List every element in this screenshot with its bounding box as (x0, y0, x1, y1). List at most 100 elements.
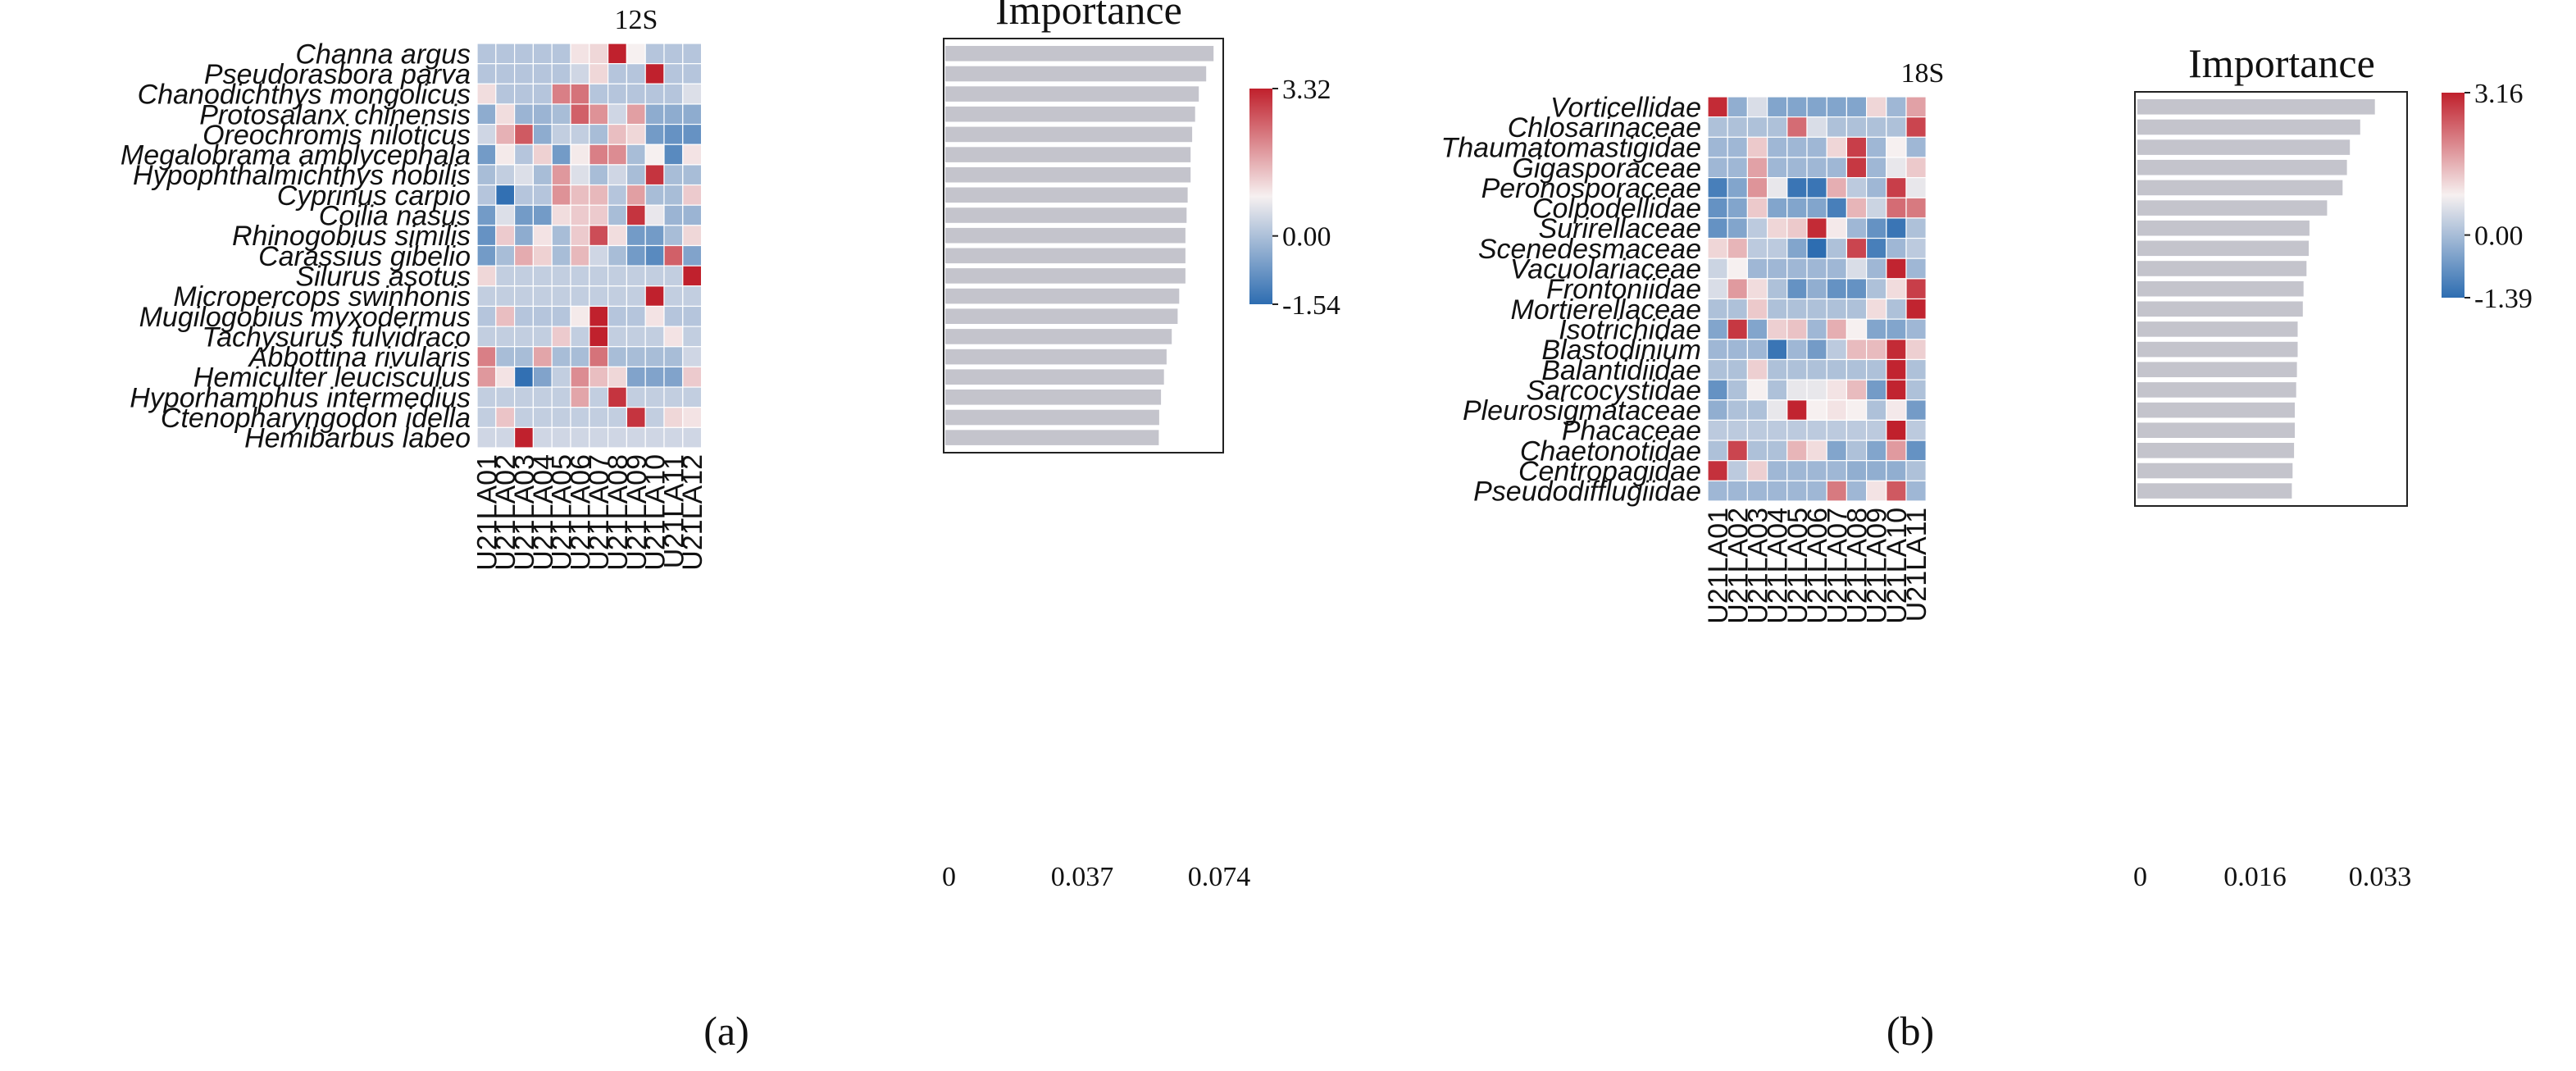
heatmap-cell (513, 144, 534, 166)
heatmap-cell (1826, 460, 1847, 481)
heatmap-cell (1866, 339, 1887, 361)
heatmap-cell (1746, 419, 1768, 441)
heatmap-cell (663, 326, 684, 348)
heatmap-cell (607, 63, 627, 84)
sample-label: U21LA07 (1822, 508, 1853, 624)
heatmap-cell (644, 164, 665, 186)
heatmap-cell (644, 305, 665, 327)
importance-bar (2137, 180, 2343, 196)
sample-label: U21LA05 (547, 454, 578, 571)
heatmap-cell (644, 285, 665, 308)
heatmap-cell (551, 285, 571, 308)
heatmap-cell (663, 184, 684, 206)
heatmap-cell (476, 204, 497, 226)
heatmap-cell (589, 184, 609, 206)
heatmap-cell (1786, 217, 1808, 239)
importance-bar (2137, 443, 2295, 458)
heatmap-cell (1786, 298, 1808, 320)
heatmap-cell (682, 43, 703, 65)
heatmap-cell (476, 305, 497, 327)
heatmap-cell (1746, 460, 1768, 481)
importance-bar (2137, 382, 2296, 398)
heatmap-cell (1767, 257, 1788, 280)
importance-bar (2137, 119, 2360, 135)
heatmap-cell (1707, 197, 1728, 219)
sample-label: U21LA02 (1723, 508, 1754, 624)
importance-bar (2137, 280, 2304, 297)
heatmap-cell (1826, 480, 1847, 502)
species-label: Pseudorasbora parva (204, 59, 471, 90)
sample-label: U21LA01 (1703, 508, 1734, 624)
heatmap-cell (1786, 419, 1808, 441)
heatmap-cell (607, 83, 627, 105)
heatmap-cell (589, 407, 609, 428)
heatmap-cell (1826, 379, 1847, 401)
heatmap-cell (495, 265, 516, 287)
species-label: Rhinogobius similis (232, 221, 471, 252)
heatmap-cell (1727, 399, 1748, 421)
heatmap-cell (607, 244, 627, 267)
heatmap-cell (1806, 177, 1827, 198)
heatmap-cell (495, 366, 516, 388)
heatmap-cell (1746, 116, 1768, 138)
sample-label: U21LA08 (1842, 508, 1873, 624)
importance-tick-label: 0.037 (1051, 862, 1114, 892)
heatmap-cell (644, 265, 665, 287)
heatmap-cell (476, 285, 497, 308)
heatmap-cell (1746, 298, 1768, 320)
heatmap-cell (1866, 217, 1887, 239)
species-label: Sarcocystidae (1526, 375, 1701, 406)
heatmap-cell (1905, 379, 1927, 401)
heatmap-cell (1806, 480, 1827, 502)
heatmap-cell (532, 285, 553, 308)
heatmap-cell (495, 144, 516, 166)
importance-bar (945, 268, 1186, 284)
heatmap-cell (607, 164, 627, 186)
heatmap-cell (682, 265, 703, 287)
heatmap-cell (1806, 157, 1827, 179)
heatmap-cell (1866, 318, 1887, 340)
heatmap-cell (589, 426, 609, 449)
heatmap-cell (1886, 136, 1907, 158)
heatmap-cell (589, 204, 609, 226)
heatmap-cell (607, 407, 627, 428)
heatmap-cell (607, 103, 627, 125)
heatmap-cell (476, 225, 497, 247)
importance-bar (2137, 159, 2347, 175)
heatmap-cell (644, 204, 665, 226)
heatmap-cell (626, 244, 646, 267)
heatmap-cell (551, 305, 571, 327)
species-label: Isotrichidae (1559, 315, 1701, 346)
importance-bar (2137, 139, 2351, 155)
heatmap-cell (1746, 237, 1768, 259)
heatmap-cell (476, 426, 497, 449)
heatmap-cell (1846, 217, 1868, 239)
heatmap-cell (570, 285, 590, 308)
heatmap-cell (1806, 136, 1827, 158)
species-label: Oreochromis niloticus (203, 120, 471, 151)
heatmap-cell (1727, 177, 1748, 198)
heatmap-cell (1826, 318, 1847, 340)
heatmap-cell (1826, 257, 1847, 280)
importance-tick-label: 0.016 (2223, 862, 2287, 892)
heatmap-cell (1905, 419, 1927, 441)
sample-label: U21LA10 (1882, 508, 1913, 624)
heatmap-cell (1886, 318, 1907, 340)
heatmap-cell (1826, 177, 1847, 198)
heatmap-cell (1846, 197, 1868, 219)
heatmap-cell (570, 244, 590, 267)
heatmap-cell (1727, 460, 1748, 481)
heatmap-cell (1806, 318, 1827, 340)
heatmap-cell (589, 83, 609, 105)
heatmap-cell (1866, 399, 1887, 421)
heatmap-cell (1707, 278, 1728, 300)
heatmap-cell (1846, 379, 1868, 401)
importance-bar (945, 329, 1172, 344)
heatmap-cell (551, 265, 571, 287)
heatmap-cell (1767, 440, 1788, 462)
heatmap-cell (532, 204, 553, 226)
heatmap-cell (589, 124, 609, 145)
heatmap-cell (495, 184, 516, 206)
heatmap-cell (495, 204, 516, 226)
heatmap-cell (1806, 96, 1827, 118)
